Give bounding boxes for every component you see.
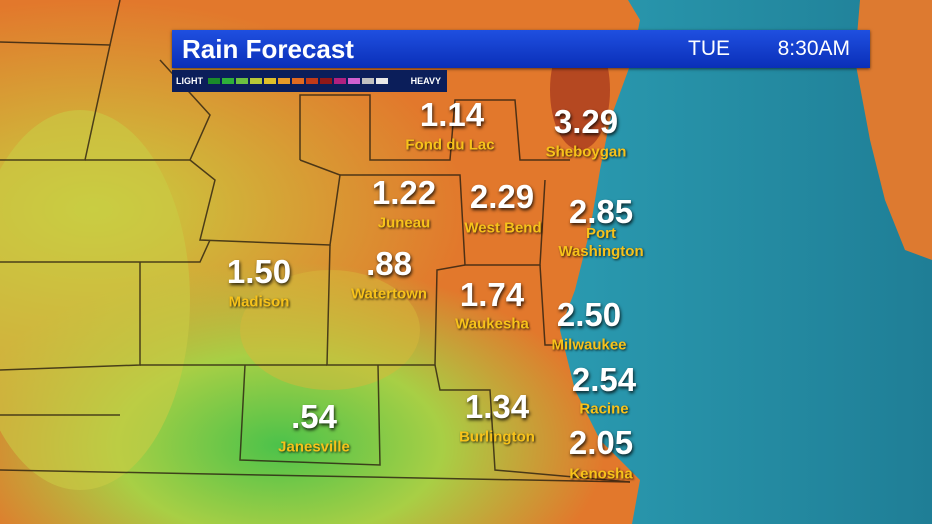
rain-total: .88 [366,245,412,282]
day: TUE [688,37,730,60]
rain-total: 2.50 [556,296,622,333]
city-name: Racine [579,400,629,418]
rain-total: 1.74 [459,276,525,313]
city-name: Milwaukee [551,336,627,354]
city-name: Madison [228,293,290,311]
legend-low: LIGHT [176,76,203,86]
city-name: Burlington [459,428,535,446]
rain-total: 2.85 [568,193,634,230]
rain-total: 2.54 [571,361,637,398]
title: Rain Forecast [182,34,354,64]
time: 8:30AM [777,37,850,60]
city-name: Watertown [350,285,428,303]
city-name: Waukesha [455,315,529,333]
city-name: Sheboygan [545,143,627,161]
city-name: West Bend [464,219,542,237]
rain-total: 1.14 [419,96,485,133]
title-bar: Rain Forecast TUE 8:30AM [172,30,870,68]
rain-total: 1.34 [464,388,530,425]
legend: LIGHT HEAVY [172,70,447,92]
city-name: Fond du Lac [405,136,495,154]
legend-high: HEAVY [410,76,441,86]
city-name: Kenosha [569,465,633,483]
rain-total: 3.29 [553,103,619,140]
rain-total: .54 [291,398,337,435]
rain-total: 1.22 [371,174,437,211]
rain-total: 2.05 [568,424,634,461]
legend-swatches [208,78,388,84]
city-name: Janesville [278,438,350,456]
city-name: Port Washington [558,225,644,260]
rain-total: 1.50 [226,253,292,290]
city-name: Juneau [377,214,431,232]
rain-total: 2.29 [469,178,535,215]
